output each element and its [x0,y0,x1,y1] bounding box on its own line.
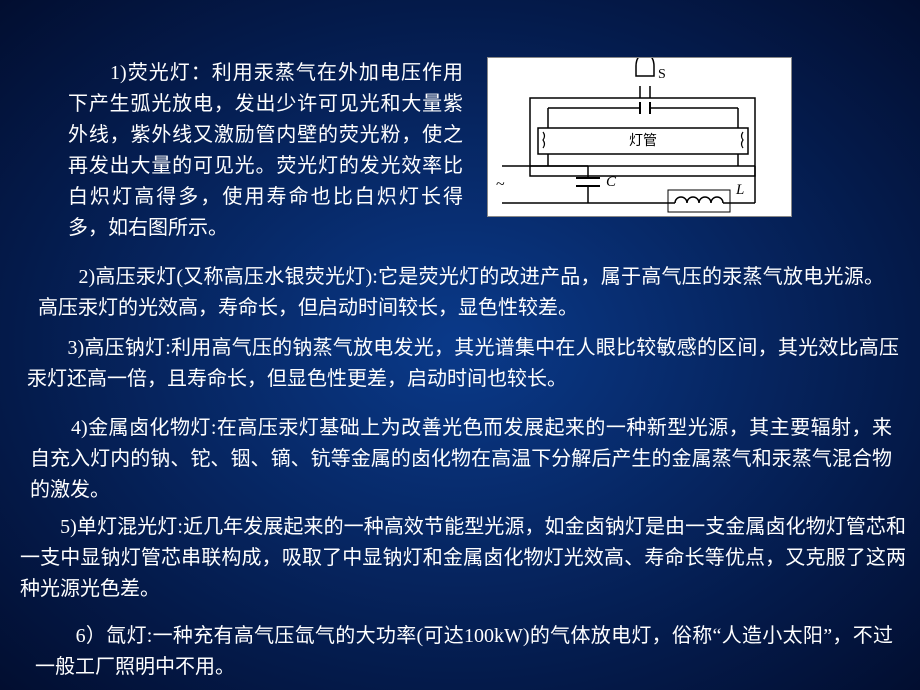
label-s: S [658,67,666,82]
filament-right-icon [742,132,744,148]
starter-bulb-icon [636,58,654,76]
p3-text: 3)高压钠灯:利用高气压的钠蒸气放电发光，其光谱集中在人眼比较敏感的区间，其光效… [27,337,899,390]
paragraph-2: 2)高压汞灯(又称高压水银荧光灯):它是荧光灯的改进产品，属于高气压的汞蒸气放电… [38,262,884,324]
paragraph-3: 3)高压钠灯:利用高气压的钠蒸气放电发光，其光谱集中在人眼比较敏感的区间，其光效… [27,333,899,395]
p1-text: 1)荧光灯：利用汞蒸气在外加电压作用下产生弧光放电，发出少许可见光和大量紫外线，… [68,62,463,239]
paragraph-4: 4)金属卤化物灯:在高压汞灯基础上为改善光色而发展起来的一种新型光源，其主要辐射… [30,413,892,506]
paragraph-5: 5)单灯混光灯:近几年发展起来的一种高效节能型光源，如金卤钠灯是由一支金属卤化物… [20,512,906,605]
label-l: L [735,182,744,198]
paragraph-1: 1)荧光灯：利用汞蒸气在外加电压作用下产生弧光放电，发出少许可见光和大量紫外线，… [68,58,463,244]
p6-text: 6）氙灯:一种充有高气压氙气的大功率(可达100kW)的气体放电灯，俗称“人造小… [35,625,893,678]
label-tube: 灯管 [629,133,657,149]
slide: 1)荧光灯：利用汞蒸气在外加电压作用下产生弧光放电，发出少许可见光和大量紫外线，… [0,0,920,690]
p5-text: 5)单灯混光灯:近几年发展起来的一种高效节能型光源，如金卤钠灯是由一支金属卤化物… [20,516,906,600]
p2-text: 2)高压汞灯(又称高压水银荧光灯):它是荧光灯的改进产品，属于高气压的汞蒸气放电… [38,266,884,319]
paragraph-6: 6）氙灯:一种充有高气压氙气的大功率(可达100kW)的气体放电灯，俗称“人造小… [35,621,893,683]
filament-left-icon [543,132,545,148]
fluorescent-lamp-diagram: S 灯管 ~ [487,57,792,217]
p4-text: 4)金属卤化物灯:在高压汞灯基础上为改善光色而发展起来的一种新型光源，其主要辐射… [30,417,892,501]
label-tilde: ~ [496,176,505,193]
label-c: C [606,174,617,190]
inductor-icon [675,197,723,203]
diagram-svg: S 灯管 ~ [488,58,793,218]
